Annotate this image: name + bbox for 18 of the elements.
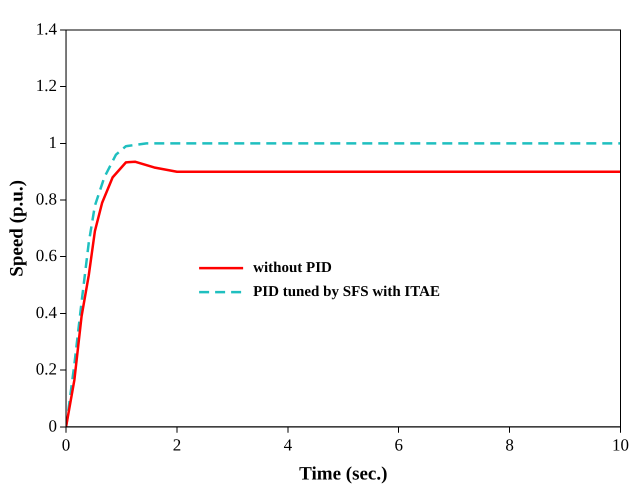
x-tick-label: 4 (284, 435, 293, 454)
x-tick-label: 10 (612, 435, 629, 454)
x-tick-label: 0 (62, 435, 70, 454)
legend-label: PID tuned by SFS with ITAE (253, 284, 440, 300)
y-tick-label: 0.2 (36, 360, 58, 379)
x-axis-title: Time (sec.) (299, 464, 388, 485)
x-tick-label: 2 (172, 435, 182, 454)
y-tick-label: 0.6 (36, 246, 58, 266)
x-tick-label: 8 (505, 435, 514, 454)
legend-label: without PID (253, 260, 332, 276)
x-tick-label: 6 (394, 435, 403, 454)
y-tick-label: 1 (48, 132, 58, 152)
y-tick-label: 0.8 (36, 190, 58, 209)
y-tick-label: 0 (48, 416, 58, 436)
y-tick-label: 1.2 (36, 76, 58, 96)
y-tick-label: 1.4 (36, 19, 58, 38)
y-axis-title: Speed (p.u.) (6, 180, 28, 277)
y-tick-label: 0.4 (36, 302, 58, 322)
